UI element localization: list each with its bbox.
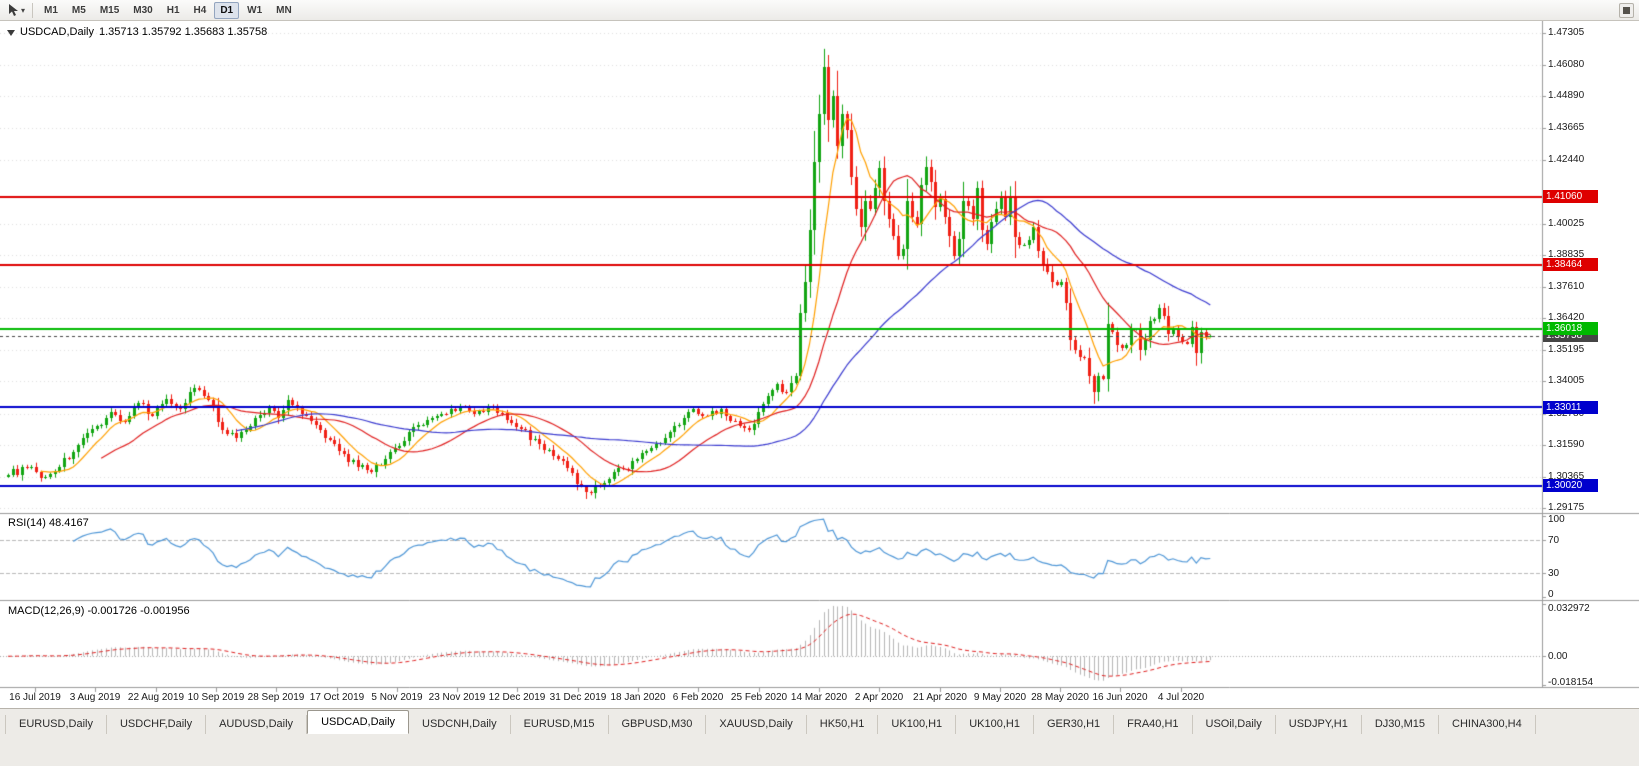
chart-tab-bar: EURUSD,Daily USDCHF,Daily AUDUSD,Daily USDC… — [0, 708, 1639, 766]
chart-tab[interactable]: USDJPY,H1 — [1276, 715, 1362, 734]
chart-tab[interactable]: CHINA300,H4 — [1439, 715, 1536, 734]
chart-tab[interactable]: USDCHF,Daily — [107, 715, 207, 734]
chart-tab[interactable]: GER30,H1 — [1034, 715, 1115, 734]
chart-tab[interactable]: DJ30,M15 — [1362, 715, 1439, 734]
timeframe-button[interactable]: W1 — [241, 2, 268, 19]
cursor-tool-group[interactable]: ▾ — [4, 2, 28, 19]
chart-window-icon — [7, 29, 15, 36]
chart-tab[interactable]: XAUUSD,Daily — [706, 715, 807, 734]
chart-tab[interactable]: HK50,H1 — [807, 715, 879, 734]
square-icon — [1623, 7, 1630, 14]
toolbar-separator — [32, 2, 34, 18]
chart-symbol-label: USDCAD,Daily — [20, 26, 94, 38]
rsi-indicator-label: RSI(14) 48.4167 — [8, 517, 89, 529]
timeframe-button[interactable]: MN — [270, 2, 298, 19]
chart-tab[interactable]: EURUSD,M15 — [511, 715, 609, 734]
chart-tab[interactable]: AUDUSD,Daily — [206, 715, 308, 734]
chart-tab[interactable]: FRA40,H1 — [1114, 715, 1193, 734]
macd-indicator-label: MACD(12,26,9) -0.001726 -0.001956 — [8, 605, 190, 617]
chart-tab[interactable]: UK100,H1 — [878, 715, 957, 734]
toolbar: ▾ M1 M5 M15 M30 H1 H4 D1 W1 MN — [0, 0, 1639, 21]
chart-tab[interactable]: GBPUSD,M30 — [609, 715, 707, 734]
chart-tab[interactable]: EURUSD,Daily — [5, 715, 107, 734]
cursor-tool-icon[interactable] — [7, 3, 20, 17]
timeframe-button[interactable]: M1 — [38, 2, 64, 19]
chart-tab[interactable]: USOil,Daily — [1193, 715, 1276, 734]
chart-title: USDCAD,Daily 1.35713 1.35792 1.35683 1.3… — [7, 26, 267, 38]
timeframe-button[interactable]: M5 — [66, 2, 92, 19]
dropdown-caret-icon[interactable]: ▾ — [21, 5, 26, 15]
chart-ohlc-values: 1.35713 1.35792 1.35683 1.35758 — [98, 26, 268, 38]
chart-tab[interactable]: USDCAD,Daily — [307, 710, 410, 734]
timeframe-button[interactable]: M15 — [94, 2, 125, 19]
timeframe-button[interactable]: H4 — [188, 2, 213, 19]
timeframe-button[interactable]: H1 — [161, 2, 186, 19]
chart-area: 1.47305 1.46080 1.44890 1.43665 1.42440 1.400… — [0, 21, 1639, 708]
toolbar-overflow-button[interactable] — [1619, 3, 1634, 18]
timeframe-button-group: M1 M5 M15 M30 H1 H4 D1 W1 MN — [37, 1, 299, 19]
timeframe-button[interactable]: D1 — [214, 1, 240, 19]
chart-tab[interactable]: UK100,H1 — [956, 715, 1034, 734]
chart-tabs: EURUSD,Daily USDCHF,Daily AUDUSD,Daily USDC… — [0, 709, 1639, 734]
timeframe-button[interactable]: M30 — [127, 2, 158, 19]
price-chart-canvas[interactable] — [0, 21, 1639, 708]
chart-tab[interactable]: USDCNH,Daily — [409, 715, 511, 734]
